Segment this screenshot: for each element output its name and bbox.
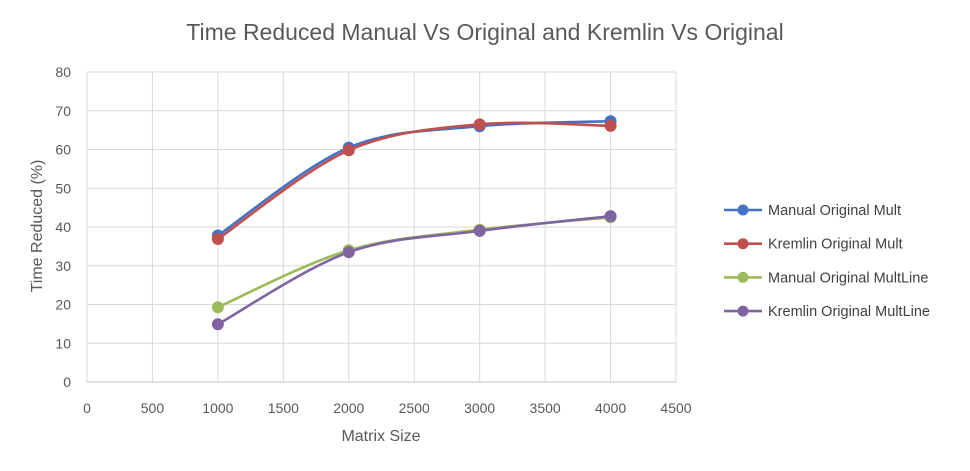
x-tick-label: 2000: [333, 400, 364, 416]
y-tick-label: 30: [55, 258, 71, 274]
x-tick-label: 1000: [202, 400, 233, 416]
legend: Manual Original Mult Kremlin Original Mul…: [724, 203, 930, 320]
x-tick-label: 2500: [399, 400, 430, 416]
x-tick-label: 3500: [530, 400, 561, 416]
x-tick-label: 0: [83, 400, 91, 416]
data-point: [473, 118, 486, 131]
legend-swatch-marker: [737, 204, 749, 216]
data-point: [604, 119, 617, 132]
x-tick-label: 4000: [595, 400, 626, 416]
data-point: [473, 224, 486, 237]
x-tick-label: 500: [141, 400, 165, 416]
legend-label: Kremlin Original MultLine: [768, 304, 930, 320]
x-axis-label: Matrix Size: [341, 428, 420, 445]
series-group: [211, 115, 617, 331]
series-line: [216, 214, 612, 326]
x-tick-labels: 0 500 1000 1500 2000 2500 3000 3500 4000 4500: [83, 400, 692, 416]
chart-title: Time Reduced Manual Vs Original and Krem…: [186, 19, 783, 45]
series-2: [211, 118, 617, 246]
data-point: [342, 144, 355, 157]
y-axis-label: Time Reduced (%): [29, 160, 46, 293]
legend-item: Kremlin Original Mult: [724, 237, 903, 253]
legend-label: Manual Original Mult: [768, 203, 901, 219]
legend-swatch-marker: [737, 238, 749, 250]
y-tick-label: 20: [55, 297, 71, 313]
y-tick-label: 80: [55, 64, 71, 80]
x-tick-label: 3000: [464, 400, 495, 416]
x-tick-label: 4500: [660, 400, 691, 416]
data-point: [604, 210, 617, 223]
x-tick-label: 1500: [268, 400, 299, 416]
y-tick-labels: 0 10 20 30 40 50 60 70 80: [55, 64, 71, 390]
y-tick-label: 60: [55, 142, 71, 158]
legend-item: Manual Original MultLine: [724, 270, 928, 286]
data-point: [211, 318, 224, 331]
legend-item: Manual Original Mult: [724, 203, 901, 219]
legend-swatch-marker: [737, 305, 749, 317]
legend-item: Kremlin Original MultLine: [724, 304, 930, 320]
data-point: [211, 301, 224, 314]
data-point: [211, 233, 224, 246]
data-point: [342, 246, 355, 259]
y-tick-label: 40: [55, 219, 71, 235]
y-tick-label: 0: [63, 374, 71, 390]
legend-label: Manual Original MultLine: [768, 270, 928, 286]
series-4: [211, 210, 617, 331]
series-line: [216, 121, 612, 241]
grid: [86, 71, 677, 383]
y-tick-label: 10: [55, 335, 71, 351]
legend-label: Kremlin Original Mult: [768, 237, 903, 253]
y-tick-label: 50: [55, 180, 71, 196]
legend-swatch-marker: [737, 271, 749, 283]
y-tick-label: 70: [55, 103, 71, 119]
